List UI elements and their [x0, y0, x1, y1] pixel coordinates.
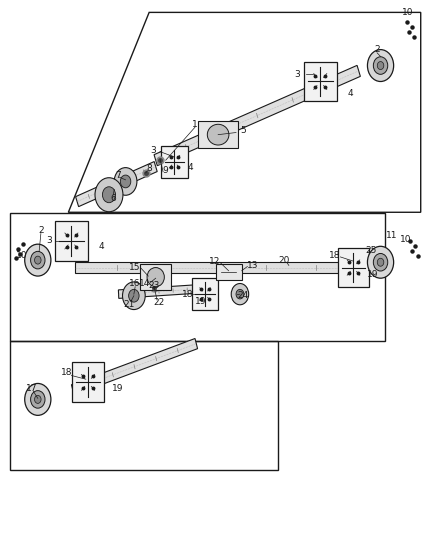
Text: 13: 13	[247, 261, 259, 270]
Text: 21: 21	[124, 300, 135, 309]
Text: 17: 17	[26, 384, 38, 393]
Circle shape	[236, 289, 244, 299]
Bar	[198, 121, 238, 149]
Circle shape	[373, 57, 388, 74]
Text: 2: 2	[38, 226, 44, 235]
Text: 24: 24	[237, 291, 249, 300]
Bar	[215, 264, 242, 280]
Text: 9: 9	[163, 166, 169, 175]
Circle shape	[377, 259, 384, 266]
Circle shape	[367, 50, 394, 82]
Circle shape	[31, 391, 45, 408]
Text: 2: 2	[374, 45, 380, 54]
Bar	[304, 62, 337, 101]
Text: 19: 19	[367, 270, 378, 279]
Text: 3: 3	[47, 237, 53, 246]
Text: 18: 18	[182, 289, 193, 298]
Circle shape	[95, 177, 123, 212]
Bar	[140, 264, 171, 290]
Polygon shape	[154, 66, 360, 166]
Bar	[338, 248, 369, 287]
Polygon shape	[71, 338, 198, 395]
Circle shape	[377, 62, 384, 69]
Text: 6: 6	[110, 194, 116, 203]
Text: 1: 1	[192, 119, 198, 128]
Text: 19: 19	[112, 384, 124, 393]
Text: 16: 16	[129, 279, 141, 288]
Circle shape	[373, 254, 388, 271]
Text: 10: 10	[16, 252, 28, 260]
Text: 4: 4	[98, 242, 104, 251]
Text: 10: 10	[400, 236, 412, 245]
Polygon shape	[75, 262, 359, 273]
Circle shape	[35, 256, 41, 264]
Text: 8: 8	[146, 164, 152, 173]
Text: 18: 18	[329, 252, 340, 260]
Text: 4: 4	[188, 163, 194, 172]
Text: 15: 15	[129, 263, 141, 272]
Circle shape	[231, 284, 249, 305]
Bar	[192, 278, 218, 310]
Circle shape	[35, 395, 41, 403]
Text: 18: 18	[61, 368, 73, 377]
Bar	[72, 362, 104, 402]
Text: 4: 4	[347, 89, 353, 98]
Circle shape	[25, 244, 51, 276]
Circle shape	[123, 282, 145, 310]
Text: 12: 12	[209, 257, 220, 265]
Circle shape	[25, 383, 51, 415]
Text: 19: 19	[195, 296, 206, 305]
Polygon shape	[76, 161, 157, 207]
Text: 11: 11	[386, 231, 398, 240]
Circle shape	[31, 252, 45, 269]
Text: 5: 5	[240, 126, 246, 135]
Bar	[55, 221, 88, 261]
Ellipse shape	[147, 268, 164, 287]
Circle shape	[102, 187, 116, 203]
Text: 23: 23	[148, 280, 160, 289]
Circle shape	[367, 246, 394, 278]
Text: 14: 14	[139, 279, 151, 288]
Text: 20: 20	[278, 256, 290, 264]
Text: 3: 3	[295, 70, 300, 78]
Text: 7: 7	[115, 171, 120, 180]
Circle shape	[114, 167, 137, 195]
Text: 25: 25	[365, 246, 377, 255]
Circle shape	[120, 175, 131, 188]
Circle shape	[129, 289, 139, 302]
Polygon shape	[118, 285, 200, 298]
Text: 10: 10	[402, 8, 413, 17]
Text: 3: 3	[151, 146, 156, 155]
Text: 22: 22	[153, 298, 164, 307]
Ellipse shape	[207, 124, 229, 145]
Bar	[161, 146, 187, 177]
